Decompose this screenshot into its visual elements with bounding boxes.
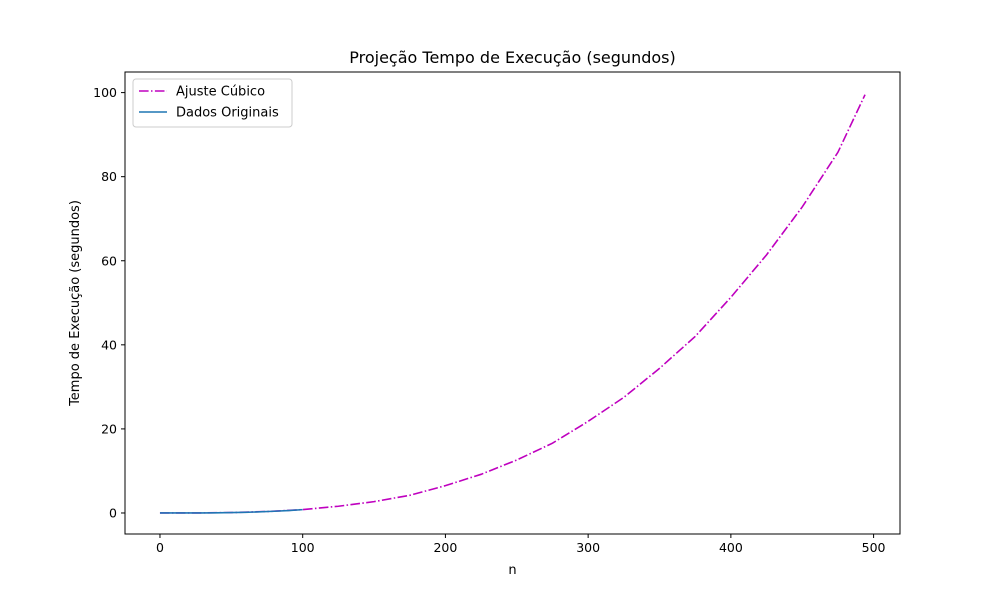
y-tick-label: 60	[101, 253, 117, 268]
x-tick-label: 100	[291, 540, 315, 555]
y-axis-label: Tempo de Execução (segundos)	[68, 200, 83, 407]
x-tick-label: 300	[576, 540, 600, 555]
chart-title: Projeção Tempo de Execução (segundos)	[349, 48, 675, 67]
legend-label-1: Ajuste Cúbico	[176, 85, 265, 100]
series-line-1	[159, 94, 866, 514]
legend-box	[132, 78, 293, 128]
legend-label-2: Dados Originais	[176, 106, 279, 121]
y-axis: 0 20 40 60 80 100	[93, 85, 125, 520]
x-tick-label: 0	[156, 540, 164, 555]
y-tick-label: 40	[101, 337, 117, 352]
legend: Ajuste Cúbico Dados Originais	[132, 78, 293, 128]
x-tick-label: 400	[719, 540, 743, 555]
y-tick-label: 100	[93, 85, 117, 100]
y-tick-label: 0	[109, 505, 117, 520]
x-axis-label: n	[508, 563, 516, 578]
y-tick-label: 20	[101, 421, 117, 436]
x-tick-label: 200	[433, 540, 457, 555]
x-axis: 0 100 200 300 400 500	[156, 534, 886, 555]
series-line-2	[159, 508, 303, 514]
y-tick-label: 80	[101, 169, 117, 184]
plot-frame	[124, 71, 901, 535]
plot-area	[124, 71, 901, 535]
x-tick-label: 500	[862, 540, 886, 555]
